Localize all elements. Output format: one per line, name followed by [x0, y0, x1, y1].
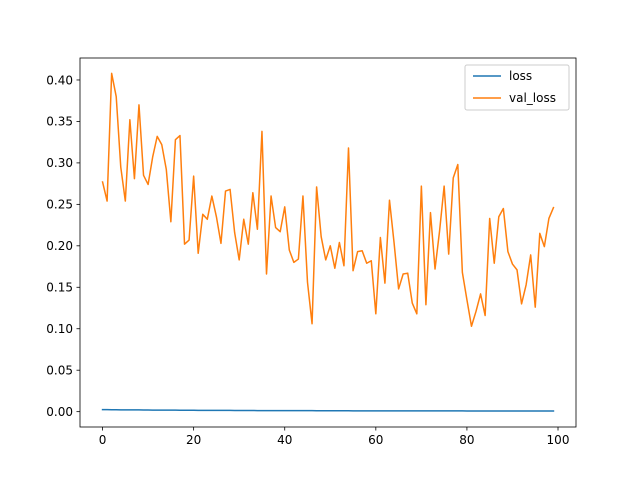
series-line-loss	[101, 408, 555, 412]
plot-area	[101, 72, 555, 412]
y-tick-label: 0.00	[46, 405, 73, 419]
y-tick-label: 0.20	[46, 239, 73, 253]
x-tick-label: 80	[459, 433, 474, 447]
y-tick-label: 0.10	[46, 322, 73, 336]
y-tick-label: 0.15	[46, 281, 73, 295]
y-tick-label: 0.25	[46, 198, 73, 212]
legend: loss val_loss	[464, 64, 570, 111]
x-axis: 0 20 40 60 80 100	[99, 427, 570, 447]
y-tick-label: 0.40	[46, 73, 73, 87]
x-tick-label: 40	[277, 433, 292, 447]
legend-label-loss: loss	[509, 69, 532, 83]
y-tick-label: 0.35	[46, 115, 73, 129]
x-tick-label: 0	[99, 433, 107, 447]
x-tick-label: 100	[547, 433, 570, 447]
x-tick-label: 20	[186, 433, 201, 447]
series-lines	[101, 72, 555, 412]
axes-frame	[79, 57, 577, 428]
series-line-val-loss	[101, 72, 555, 327]
x-tick-label: 60	[368, 433, 383, 447]
legend-label-val-loss: val_loss	[509, 91, 556, 105]
y-tick-label: 0.30	[46, 156, 73, 170]
y-axis: 0.00 0.05 0.10 0.15 0.20 0.25 0.30 0.35 0.40	[46, 73, 80, 419]
y-tick-label: 0.05	[46, 363, 73, 377]
